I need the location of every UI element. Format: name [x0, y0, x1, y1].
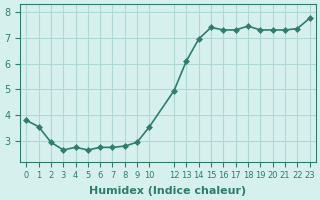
X-axis label: Humidex (Indice chaleur): Humidex (Indice chaleur)	[89, 186, 246, 196]
